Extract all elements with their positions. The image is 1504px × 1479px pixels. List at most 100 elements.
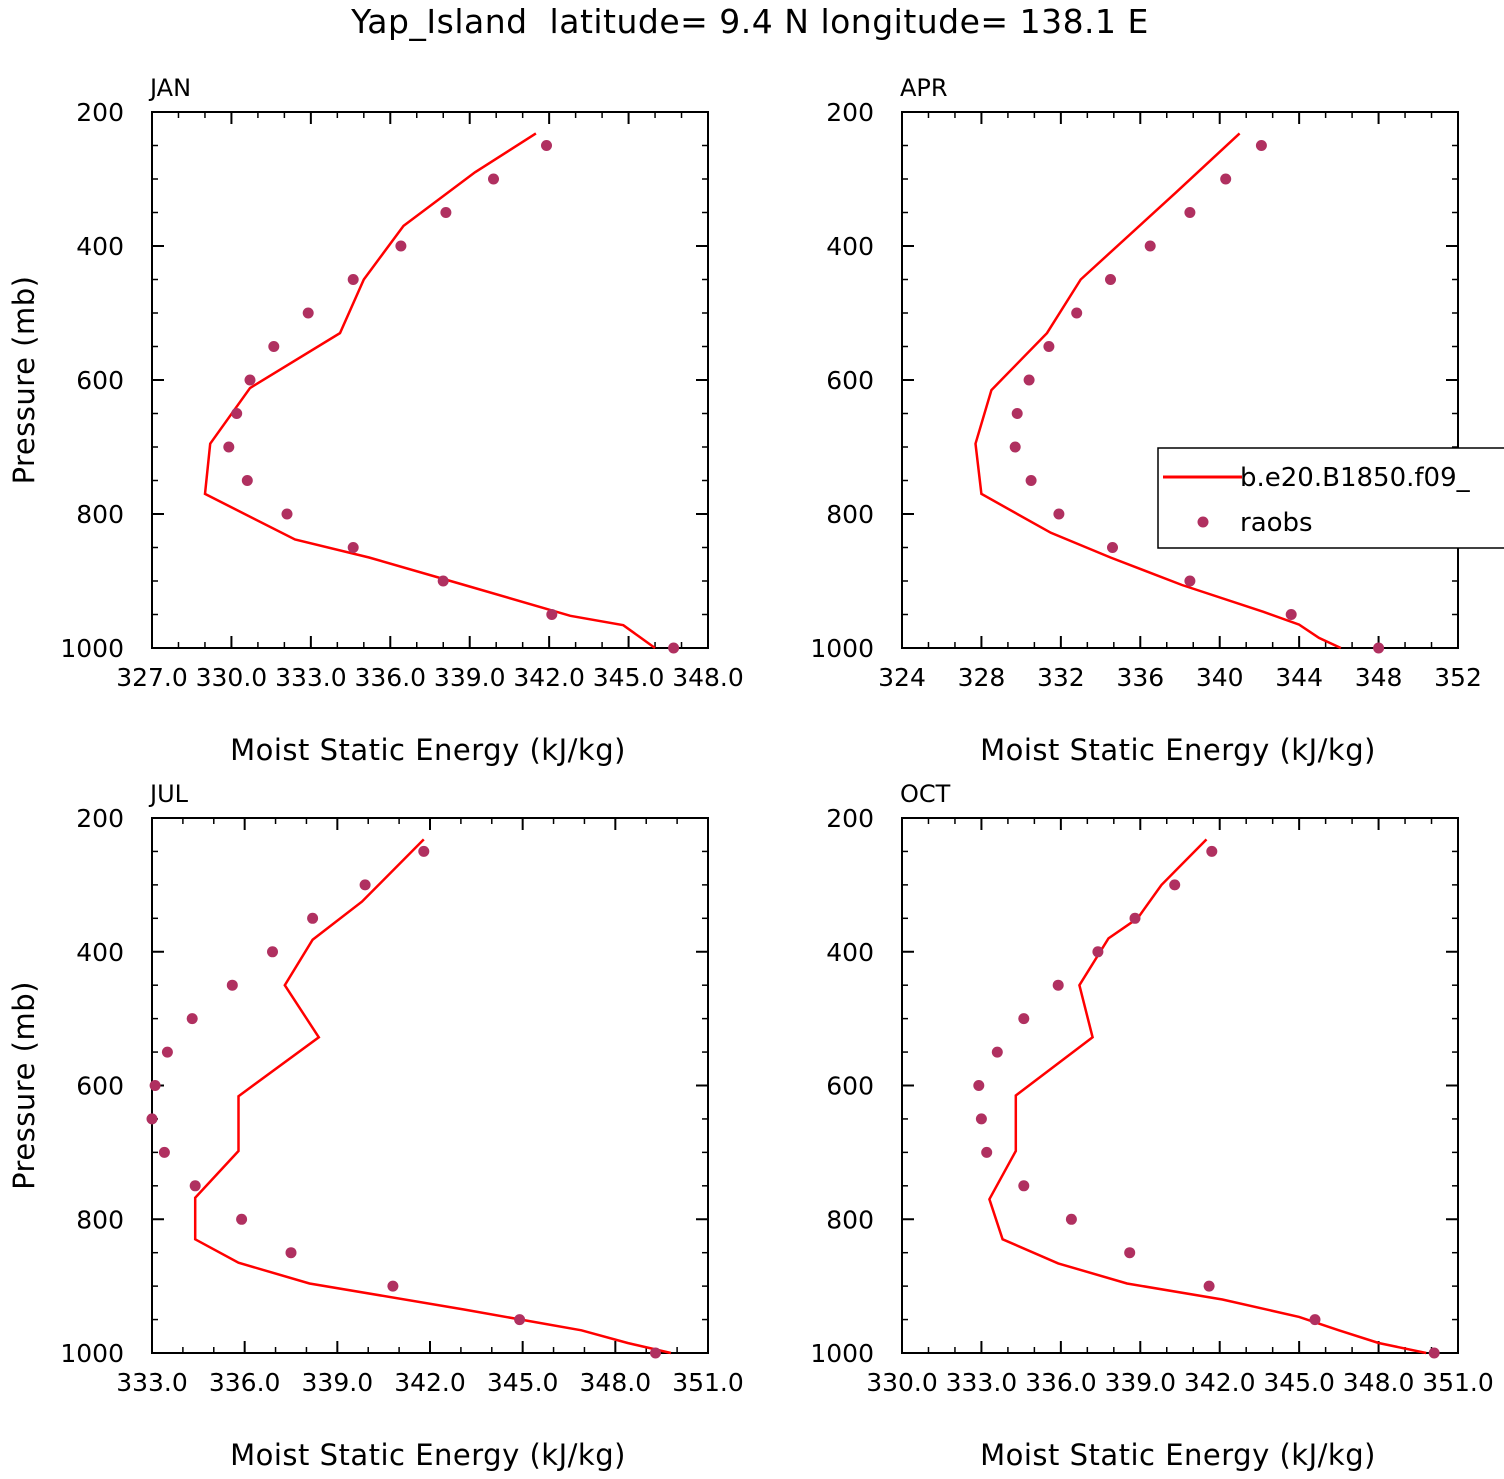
x-tick-label: 330.0 xyxy=(196,663,268,692)
y-tick-label: 600 xyxy=(76,366,124,395)
raobs-point xyxy=(302,307,314,319)
x-tick-label: 328 xyxy=(958,663,1006,692)
legend-box xyxy=(1157,447,1504,549)
x-tick-label: 340 xyxy=(1196,663,1244,692)
x-tick-label: 339.0 xyxy=(1104,1368,1176,1397)
x-tick-label: 342.0 xyxy=(394,1368,466,1397)
x-axis-title: Moist Static Energy (kJ/kg) xyxy=(980,733,1376,767)
y-tick-label: 200 xyxy=(76,804,124,833)
raobs-point xyxy=(186,1013,198,1025)
panel-oct: 330.0 333.0 336.0 339.0 342.0 345.0 348.0 351.0… xyxy=(810,780,1493,1472)
model-line xyxy=(988,838,1427,1355)
x-tick-label: 345.0 xyxy=(487,1368,559,1397)
raobs-point xyxy=(223,441,235,453)
main-title: Yap_Island latitude= 9.4 N longitude= 13… xyxy=(350,2,1149,41)
x-tick-label: 344 xyxy=(1275,663,1323,692)
panel-jan: 327.0 330.0 333.0 336.0 339.0 342.0 345.0 348.0… xyxy=(7,74,744,767)
x-tick-label: 352 xyxy=(1434,663,1482,692)
x-tick-label: 336 xyxy=(1116,663,1164,692)
raobs-point xyxy=(1018,1013,1030,1025)
y-tick-label: 800 xyxy=(826,1205,874,1234)
x-tick-label: 336.0 xyxy=(209,1368,281,1397)
raobs-point xyxy=(991,1046,1003,1058)
raobs-point xyxy=(1025,475,1037,486)
y-tick-label: 800 xyxy=(76,500,124,529)
y-tick-label: 400 xyxy=(826,232,874,261)
y-tick-label: 800 xyxy=(76,1205,124,1234)
y-axis-title: Pressure (mb) xyxy=(7,981,41,1190)
raobs-point xyxy=(1373,642,1385,654)
raobs-point xyxy=(437,575,449,587)
raobs-point xyxy=(418,845,430,857)
raobs-point xyxy=(541,140,552,151)
raobs-point xyxy=(281,508,293,520)
raobs-point xyxy=(1092,946,1104,958)
raobs-point xyxy=(1065,1213,1077,1225)
panel-label: JUL xyxy=(148,780,189,808)
raobs-point xyxy=(189,1180,201,1192)
raobs-point xyxy=(1428,1347,1440,1359)
raobs-point xyxy=(1203,1280,1215,1292)
raobs-point xyxy=(149,1080,161,1091)
raobs-point xyxy=(1184,575,1196,587)
raobs-point xyxy=(1009,441,1021,453)
raobs-point xyxy=(1309,1314,1321,1326)
x-tick-label: 351.0 xyxy=(1422,1368,1494,1397)
raobs-point xyxy=(1285,609,1297,620)
raobs-point xyxy=(1184,207,1196,218)
x-axis-title: Moist Static Energy (kJ/kg) xyxy=(230,1438,626,1472)
plot-frame xyxy=(901,111,1459,649)
raobs-point xyxy=(395,240,407,252)
raobs-point xyxy=(1071,307,1083,319)
y-tick-label: 200 xyxy=(76,98,124,127)
raobs-point xyxy=(1053,508,1065,520)
raobs-point xyxy=(268,341,280,352)
legend-raobs-swatch xyxy=(1197,516,1209,528)
x-tick-label: 333.0 xyxy=(946,1368,1018,1397)
x-tick-label: 342.0 xyxy=(1184,1368,1256,1397)
panels: 327.0 330.0 333.0 336.0 339.0 342.0 345.0 348.0… xyxy=(7,74,1494,1472)
legend: b.e20.B1850.f09_ raobs xyxy=(1157,447,1504,549)
raobs-point xyxy=(285,1247,297,1259)
x-tick-label: 324 xyxy=(878,663,926,692)
x-tick-label: 351.0 xyxy=(672,1368,744,1397)
raobs-point xyxy=(1124,1247,1136,1259)
x-tick-label: 333.0 xyxy=(116,1368,188,1397)
raobs-point xyxy=(244,374,256,386)
x-tick-label: 342.0 xyxy=(513,663,585,692)
x-axis-title: Moist Static Energy (kJ/kg) xyxy=(980,1438,1376,1472)
raobs-point xyxy=(650,1347,661,1359)
raobs-point xyxy=(359,879,371,891)
raobs-point xyxy=(440,207,452,218)
x-tick-label: 348.0 xyxy=(1343,1368,1415,1397)
x-tick-label: 332 xyxy=(1037,663,1085,692)
legend-model-label: b.e20.B1850.f09_ xyxy=(1240,463,1471,493)
raobs-point xyxy=(1169,879,1181,891)
x-tick-label: 327.0 xyxy=(116,663,188,692)
panel-label: OCT xyxy=(900,780,951,808)
y-tick-label: 1000 xyxy=(60,1339,124,1368)
y-tick-label: 400 xyxy=(826,938,874,967)
raobs-point xyxy=(1144,240,1156,252)
plot-frame xyxy=(901,817,1459,1354)
raobs-point xyxy=(146,1113,158,1125)
y-tick-label: 800 xyxy=(826,500,874,529)
raobs-point xyxy=(231,408,243,419)
raobs-point xyxy=(973,1080,985,1091)
x-tick-label: 345.0 xyxy=(593,663,665,692)
raobs-point xyxy=(387,1280,399,1292)
plot-frame xyxy=(151,111,709,649)
x-tick-label: 348.0 xyxy=(580,1368,652,1397)
model-line xyxy=(203,132,656,650)
panel-label: APR xyxy=(900,74,948,102)
x-tick-label: 348.0 xyxy=(672,663,744,692)
raobs-point xyxy=(236,1213,248,1225)
raobs-point xyxy=(1129,912,1141,924)
y-axis-title: Pressure (mb) xyxy=(7,276,41,485)
panel-apr: 324 328 332 336 340 344 348 352 200 400 600 800 1000… xyxy=(810,74,1481,767)
raobs-point xyxy=(158,1146,170,1158)
x-axis-title: Moist Static Energy (kJ/kg) xyxy=(230,733,626,767)
raobs-point xyxy=(1220,173,1232,185)
raobs-point xyxy=(1023,374,1035,386)
